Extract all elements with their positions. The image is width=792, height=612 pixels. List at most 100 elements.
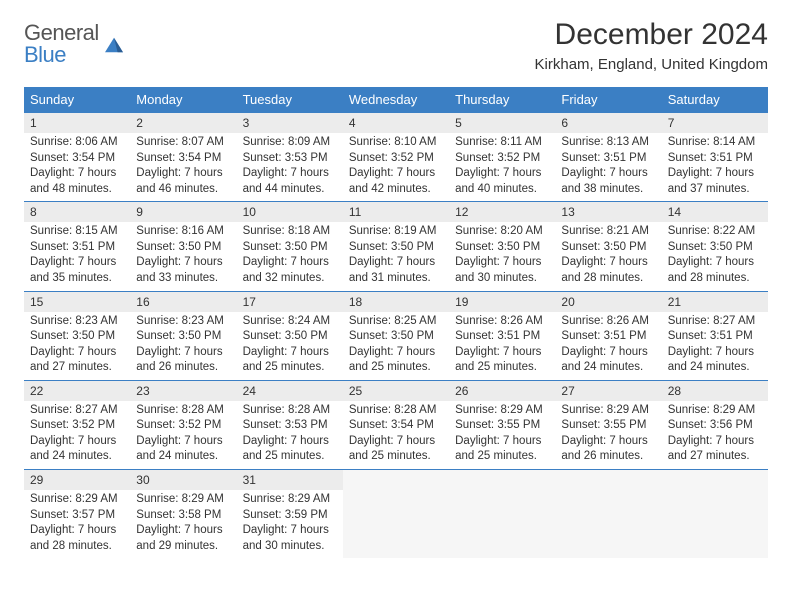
daylight-text: Daylight: 7 hours and 25 minutes. (455, 345, 549, 376)
sunset-text: Sunset: 3:50 PM (243, 240, 337, 256)
daylight-text: Daylight: 7 hours and 35 minutes. (30, 255, 124, 286)
daylight-text: Daylight: 7 hours and 42 minutes. (349, 166, 443, 197)
brand-top: General (24, 22, 99, 44)
day-number: 16 (130, 292, 236, 312)
calendar-cell: 2Sunrise: 8:07 AMSunset: 3:54 PMDaylight… (130, 113, 236, 202)
calendar-cell: 26Sunrise: 8:29 AMSunset: 3:55 PMDayligh… (449, 380, 555, 469)
day-content: Sunrise: 8:24 AMSunset: 3:50 PMDaylight:… (237, 312, 343, 380)
daylight-text: Daylight: 7 hours and 24 minutes. (668, 345, 762, 376)
day-number: 24 (237, 381, 343, 401)
sunrise-text: Sunrise: 8:22 AM (668, 224, 762, 240)
day-content: Sunrise: 8:29 AMSunset: 3:57 PMDaylight:… (24, 490, 130, 558)
sunrise-text: Sunrise: 8:29 AM (668, 403, 762, 419)
calendar-cell: 21Sunrise: 8:27 AMSunset: 3:51 PMDayligh… (662, 291, 768, 380)
calendar-cell: 13Sunrise: 8:21 AMSunset: 3:50 PMDayligh… (555, 202, 661, 291)
daylight-text: Daylight: 7 hours and 25 minutes. (349, 434, 443, 465)
day-content: Sunrise: 8:14 AMSunset: 3:51 PMDaylight:… (662, 133, 768, 201)
sunset-text: Sunset: 3:53 PM (243, 151, 337, 167)
sunrise-text: Sunrise: 8:14 AM (668, 135, 762, 151)
sunset-text: Sunset: 3:54 PM (30, 151, 124, 167)
day-content: Sunrise: 8:29 AMSunset: 3:56 PMDaylight:… (662, 401, 768, 469)
sunset-text: Sunset: 3:51 PM (30, 240, 124, 256)
daylight-text: Daylight: 7 hours and 25 minutes. (243, 434, 337, 465)
sunset-text: Sunset: 3:50 PM (30, 329, 124, 345)
sunset-text: Sunset: 3:50 PM (136, 240, 230, 256)
sunrise-text: Sunrise: 8:25 AM (349, 314, 443, 330)
calendar-cell: 1Sunrise: 8:06 AMSunset: 3:54 PMDaylight… (24, 113, 130, 202)
day-number: 25 (343, 381, 449, 401)
day-number: 29 (24, 470, 130, 490)
brand-triangle-icon (103, 36, 125, 54)
day-number: 18 (343, 292, 449, 312)
day-number: 10 (237, 202, 343, 222)
calendar-cell: 20Sunrise: 8:26 AMSunset: 3:51 PMDayligh… (555, 291, 661, 380)
day-content: Sunrise: 8:29 AMSunset: 3:55 PMDaylight:… (555, 401, 661, 469)
daylight-text: Daylight: 7 hours and 26 minutes. (561, 434, 655, 465)
weekday-header: Friday (555, 87, 661, 113)
sunset-text: Sunset: 3:50 PM (349, 329, 443, 345)
sunset-text: Sunset: 3:58 PM (136, 508, 230, 524)
calendar-week-row: 29Sunrise: 8:29 AMSunset: 3:57 PMDayligh… (24, 470, 768, 559)
calendar-cell (662, 470, 768, 559)
day-content: Sunrise: 8:25 AMSunset: 3:50 PMDaylight:… (343, 312, 449, 380)
day-number: 31 (237, 470, 343, 490)
day-content: Sunrise: 8:23 AMSunset: 3:50 PMDaylight:… (24, 312, 130, 380)
daylight-text: Daylight: 7 hours and 25 minutes. (455, 434, 549, 465)
day-content: Sunrise: 8:26 AMSunset: 3:51 PMDaylight:… (555, 312, 661, 380)
day-content: Sunrise: 8:09 AMSunset: 3:53 PMDaylight:… (237, 133, 343, 201)
sunset-text: Sunset: 3:51 PM (668, 151, 762, 167)
location: Kirkham, England, United Kingdom (535, 56, 768, 73)
day-content: Sunrise: 8:11 AMSunset: 3:52 PMDaylight:… (449, 133, 555, 201)
weekday-header-row: Sunday Monday Tuesday Wednesday Thursday… (24, 87, 768, 113)
daylight-text: Daylight: 7 hours and 24 minutes. (30, 434, 124, 465)
day-content: Sunrise: 8:06 AMSunset: 3:54 PMDaylight:… (24, 133, 130, 201)
calendar-cell: 11Sunrise: 8:19 AMSunset: 3:50 PMDayligh… (343, 202, 449, 291)
sunset-text: Sunset: 3:50 PM (668, 240, 762, 256)
calendar-cell: 22 Sunrise: 8:27 AMSunset: 3:52 PMDayligh… (24, 380, 130, 469)
sunrise-text: Sunrise: 8:29 AM (455, 403, 549, 419)
day-content: Sunrise: 8:22 AMSunset: 3:50 PMDaylight:… (662, 222, 768, 290)
daylight-text: Daylight: 7 hours and 30 minutes. (243, 523, 337, 554)
daylight-text: Daylight: 7 hours and 28 minutes. (668, 255, 762, 286)
daylight-text: Daylight: 7 hours and 25 minutes. (349, 345, 443, 376)
day-number: 26 (449, 381, 555, 401)
day-content: Sunrise: 8:29 AMSunset: 3:55 PMDaylight:… (449, 401, 555, 469)
sunrise-text: Sunrise: 8:10 AM (349, 135, 443, 151)
day-number: 19 (449, 292, 555, 312)
sunrise-text: Sunrise: 8:23 AM (30, 314, 124, 330)
sunset-text: Sunset: 3:50 PM (136, 329, 230, 345)
daylight-text: Daylight: 7 hours and 26 minutes. (136, 345, 230, 376)
day-content: Sunrise: 8:10 AMSunset: 3:52 PMDaylight:… (343, 133, 449, 201)
sunrise-text: Sunrise: 8:29 AM (136, 492, 230, 508)
daylight-text: Daylight: 7 hours and 28 minutes. (561, 255, 655, 286)
sunrise-text: Sunrise: 8:28 AM (243, 403, 337, 419)
brand-bottom: Blue (24, 44, 99, 66)
day-number: 20 (555, 292, 661, 312)
calendar-cell: 23Sunrise: 8:28 AMSunset: 3:52 PMDayligh… (130, 380, 236, 469)
day-number: 8 (24, 202, 130, 222)
calendar-cell: 19 Sunrise: 8:26 AMSunset: 3:51 PMDayligh… (449, 291, 555, 380)
daylight-text: Daylight: 7 hours and 40 minutes. (455, 166, 549, 197)
sunrise-text: Sunrise: 8:26 AM (455, 314, 549, 330)
day-number: 28 (662, 381, 768, 401)
sunset-text: Sunset: 3:52 PM (455, 151, 549, 167)
header: General Blue December 2024 Kirkham, Engl… (24, 18, 768, 73)
daylight-text: Daylight: 7 hours and 48 minutes. (30, 166, 124, 197)
calendar-cell: 12Sunrise: 8:20 AMSunset: 3:50 PMDayligh… (449, 202, 555, 291)
daylight-text: Daylight: 7 hours and 25 minutes. (243, 345, 337, 376)
daylight-text: Daylight: 7 hours and 27 minutes. (668, 434, 762, 465)
calendar-cell: 16Sunrise: 8:23 AMSunset: 3:50 PMDayligh… (130, 291, 236, 380)
day-content: Sunrise: 8:15 AMSunset: 3:51 PMDaylight:… (24, 222, 130, 290)
daylight-text: Daylight: 7 hours and 31 minutes. (349, 255, 443, 286)
sunset-text: Sunset: 3:54 PM (349, 418, 443, 434)
sunset-text: Sunset: 3:52 PM (30, 418, 124, 434)
day-content: Sunrise: 8:18 AMSunset: 3:50 PMDaylight:… (237, 222, 343, 290)
day-number: 22 (24, 381, 130, 401)
calendar-week-row: 22Sunrise: 8:27 AMSunset: 3:52 PMDayligh… (24, 380, 768, 469)
day-content: Sunrise: 8:28 AMSunset: 3:52 PMDaylight:… (130, 401, 236, 469)
sunrise-text: Sunrise: 8:27 AM (30, 403, 124, 419)
sunset-text: Sunset: 3:51 PM (455, 329, 549, 345)
sunset-text: Sunset: 3:55 PM (561, 418, 655, 434)
weekday-header: Wednesday (343, 87, 449, 113)
day-number: 23 (130, 381, 236, 401)
